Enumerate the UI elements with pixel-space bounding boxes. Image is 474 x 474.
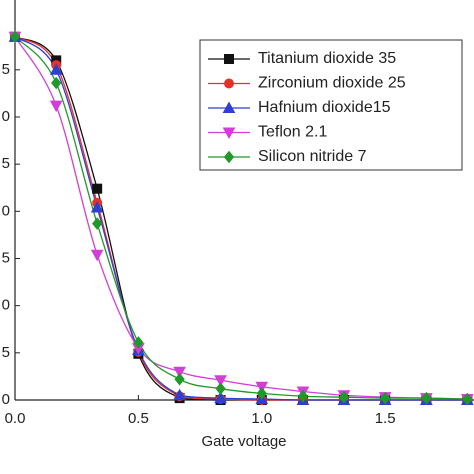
legend-marker [224, 78, 234, 89]
data-point [215, 382, 226, 395]
legend-box [199, 39, 463, 171]
legend-label: Hafnium dioxide15 [258, 99, 391, 116]
data-point [297, 389, 309, 403]
data-point [90, 249, 104, 262]
data-point [256, 387, 267, 400]
data-point [462, 392, 473, 406]
data-point [421, 391, 432, 405]
legend-label: Titanium dioxide 35 [258, 50, 396, 67]
legend-marker [222, 127, 236, 140]
data-point [174, 372, 185, 386]
data-point [92, 183, 103, 194]
legend-marker [224, 54, 234, 64]
data-point [380, 391, 391, 405]
data-point [9, 30, 21, 44]
data-point [173, 366, 186, 379]
y-tick-label: 0 [2, 297, 10, 314]
legend-marker [222, 101, 236, 113]
legend-label: Teflon 2.1 [258, 124, 327, 141]
x-tick-label: 0.5 [128, 410, 149, 427]
legend-label: Zirconium dioxide 25 [258, 75, 406, 92]
data-point [92, 217, 103, 230]
x-tick-label: 1.5 [375, 410, 396, 427]
legend-marker [223, 150, 235, 164]
x-axis-label: Gate voltage [201, 433, 286, 450]
data-point [214, 375, 227, 387]
legend-label: Silicon nitride 7 [258, 148, 367, 165]
data-point [49, 63, 63, 75]
y-tick-label: 5 [2, 344, 10, 361]
x-tick-label: 1.0 [251, 410, 272, 427]
data-point [133, 336, 144, 349]
y-tick-label: 5 [2, 61, 10, 78]
data-point [51, 76, 62, 90]
x-tick-label: 0.0 [5, 410, 26, 427]
data-point [214, 391, 227, 404]
data-point [173, 388, 186, 401]
data-point [90, 201, 104, 213]
data-point [338, 390, 350, 404]
data-point [49, 100, 63, 113]
y-tick-label: 5 [2, 249, 10, 266]
y-tick-label: 0 [2, 391, 10, 408]
y-tick-label: 5 [2, 155, 10, 172]
y-tick-label: 0 [2, 108, 10, 125]
y-tick-label: 0 [2, 202, 10, 219]
